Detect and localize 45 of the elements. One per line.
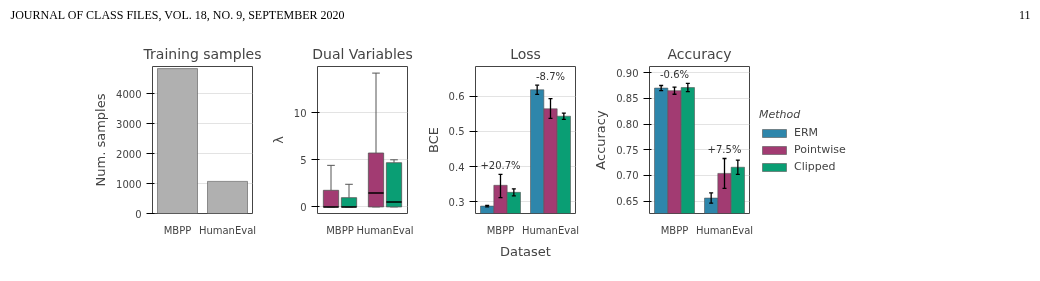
y-tick-label: 1000 bbox=[116, 178, 142, 190]
text: JOURNAL OF CLASS FILES, VOL. 18, NO. 9, SEPTEMBER 2020 bbox=[10, 7, 345, 22]
y-tick-label: 3000 bbox=[116, 118, 142, 130]
y-tick-label: 0.3 bbox=[448, 196, 465, 208]
chart-title: Loss bbox=[510, 45, 541, 62]
y-tick-label: 10 bbox=[293, 107, 307, 119]
x-tick-label: MBPP bbox=[486, 224, 515, 236]
y-tick-label: 0.85 bbox=[616, 93, 639, 105]
x-tick-label: HumanEval bbox=[521, 224, 580, 236]
annotation: +7.5% bbox=[707, 143, 742, 155]
chart-title: Training samples bbox=[142, 45, 262, 62]
legend-title: Method bbox=[759, 108, 802, 121]
x-tick-label: MBPP bbox=[163, 224, 192, 236]
x-axis-title: Dataset bbox=[500, 243, 551, 259]
y-tick-label: 2000 bbox=[116, 148, 142, 160]
annotation: +20.7% bbox=[480, 159, 521, 171]
y-tick-label: 0.80 bbox=[616, 119, 639, 131]
legend-label: Clipped bbox=[794, 160, 836, 173]
text: 11 bbox=[1018, 7, 1031, 22]
y-axis-title: BCE bbox=[425, 127, 441, 153]
x-tick-label: HumanEval bbox=[198, 224, 257, 236]
annotation: -8.7% bbox=[535, 70, 566, 82]
legend-label: ERM bbox=[794, 126, 819, 139]
x-tick-label: HumanEval bbox=[695, 224, 754, 236]
y-tick-label: 0 bbox=[135, 208, 142, 220]
y-tick-label: 5 bbox=[300, 154, 307, 166]
y-tick-label: 0.5 bbox=[448, 126, 465, 138]
y-tick-label: 0.90 bbox=[616, 67, 639, 79]
y-tick-label: 0.75 bbox=[616, 144, 639, 156]
y-axis-title: Accuracy bbox=[593, 110, 609, 170]
y-tick-label: 0.4 bbox=[448, 161, 465, 173]
y-tick-label: 4000 bbox=[116, 88, 142, 100]
y-axis-title: Num. samples bbox=[93, 93, 109, 187]
legend-label: Pointwise bbox=[794, 143, 846, 156]
y-tick-label: 0.6 bbox=[448, 91, 465, 103]
x-tick-label: MBPP bbox=[326, 224, 354, 236]
y-tick-label: 0.70 bbox=[616, 170, 639, 182]
chart-title: Dual Variables bbox=[312, 45, 413, 62]
y-tick-label: 0 bbox=[300, 201, 307, 213]
y-tick-label: 0.65 bbox=[616, 196, 639, 208]
y-axis-title: λ bbox=[270, 135, 286, 144]
x-tick-label: HumanEval bbox=[356, 224, 414, 236]
x-tick-label: MBPP bbox=[660, 224, 689, 236]
annotation: -0.6% bbox=[659, 68, 690, 80]
chart-title: Accuracy bbox=[667, 45, 732, 62]
